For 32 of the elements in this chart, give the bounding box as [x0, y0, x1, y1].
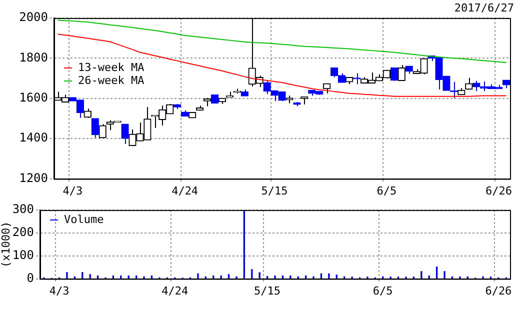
- x-tick-label: 5/15: [261, 184, 288, 198]
- y-tick-label: 1400: [19, 130, 48, 145]
- y-tick-label: 200: [12, 225, 34, 240]
- x-tick-label: 6/5: [372, 284, 393, 298]
- x-tick-label: 4/3: [62, 184, 83, 198]
- candlestick: [84, 108, 92, 118]
- x-tick-label: 4/24: [172, 184, 198, 198]
- y-axis-title: (x1000): [0, 221, 12, 268]
- candlestick: [465, 77, 473, 90]
- y-tick-label: 100: [12, 248, 34, 262]
- text: 2017/6/27: [454, 1, 514, 14]
- candlestick: [121, 124, 129, 145]
- candlestick: [91, 118, 99, 138]
- candlestick: [323, 83, 331, 94]
- legend-label: 26-week MA: [78, 74, 145, 87]
- y-tick-label: 0: [26, 270, 34, 285]
- y-tick-label: 1600: [19, 90, 48, 105]
- x-tick-label: 4/3: [49, 284, 70, 298]
- candlestick: [398, 64, 406, 82]
- candlestick: [390, 67, 398, 82]
- x-tick-label: 6/26: [485, 284, 512, 298]
- x-tick-label: 4/24: [162, 284, 188, 298]
- legend-label: Volume: [64, 212, 104, 226]
- x-tick-label: 6/5: [376, 184, 397, 198]
- x-tick-label: 5/15: [254, 284, 281, 298]
- y-tick-label: 1800: [19, 50, 48, 64]
- y-tick-label: 300: [12, 202, 34, 216]
- legend-label: 13-week MA: [78, 60, 145, 74]
- x-tick-label: 6/26: [486, 184, 512, 198]
- y-tick-label: 2000: [19, 10, 48, 24]
- y-tick-label: 1200: [19, 170, 48, 185]
- candlestick: [98, 124, 106, 138]
